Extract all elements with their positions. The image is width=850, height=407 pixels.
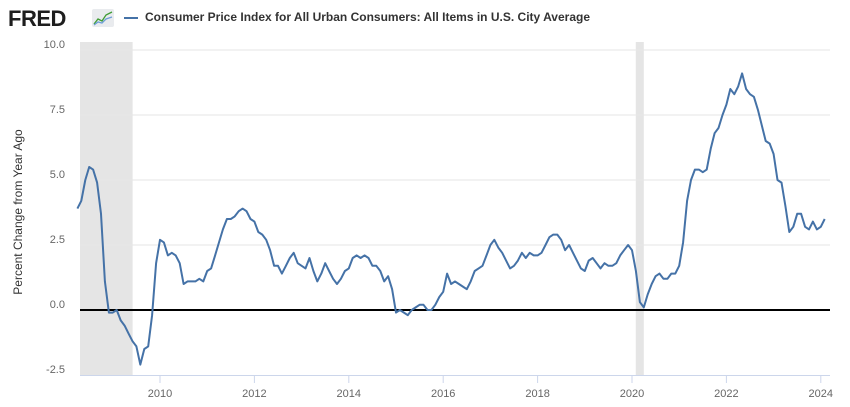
x-axis: 2010 2012 2014 2016 2018 2020 2022 2024: [80, 375, 833, 400]
x-tick-label: 2016: [431, 388, 455, 400]
series-line[interactable]: [76, 72, 826, 366]
y-axis-title: Percent Change from Year Ago: [11, 129, 25, 295]
x-tick-label: 2022: [714, 388, 738, 400]
y-axis: 10.0 7.5 5.0 2.5 0.0 -2.5: [44, 39, 65, 376]
series-layer: [76, 72, 826, 366]
gridlines-layer: [80, 49, 830, 246]
fred-logo[interactable]: FRED: [8, 6, 66, 31]
recession-band: [635, 42, 644, 375]
x-tick-label: 2024: [809, 388, 833, 400]
y-tick-label: 0.0: [50, 299, 65, 311]
y-tick-label: 7.5: [50, 104, 65, 116]
y-tick-label: -2.5: [46, 364, 65, 376]
x-tick-label: 2020: [620, 388, 644, 400]
x-tick-label: 2012: [242, 388, 266, 400]
x-tick-label: 2010: [148, 388, 172, 400]
y-tick-label: 10.0: [44, 39, 65, 51]
x-tick-label: 2014: [337, 388, 361, 400]
recession-band: [80, 42, 133, 375]
y-tick-label: 2.5: [50, 234, 65, 246]
chart-header: FRED Consumer Price Index for All Urban …: [0, 0, 850, 36]
legend-label[interactable]: Consumer Price Index for All Urban Consu…: [145, 10, 590, 24]
legend-swatch: [124, 17, 138, 19]
y-tick-label: 5.0: [50, 169, 65, 181]
x-tick-label: 2018: [525, 388, 549, 400]
recession-shading-layer: [80, 42, 644, 375]
chart-line-icon: [92, 9, 114, 27]
